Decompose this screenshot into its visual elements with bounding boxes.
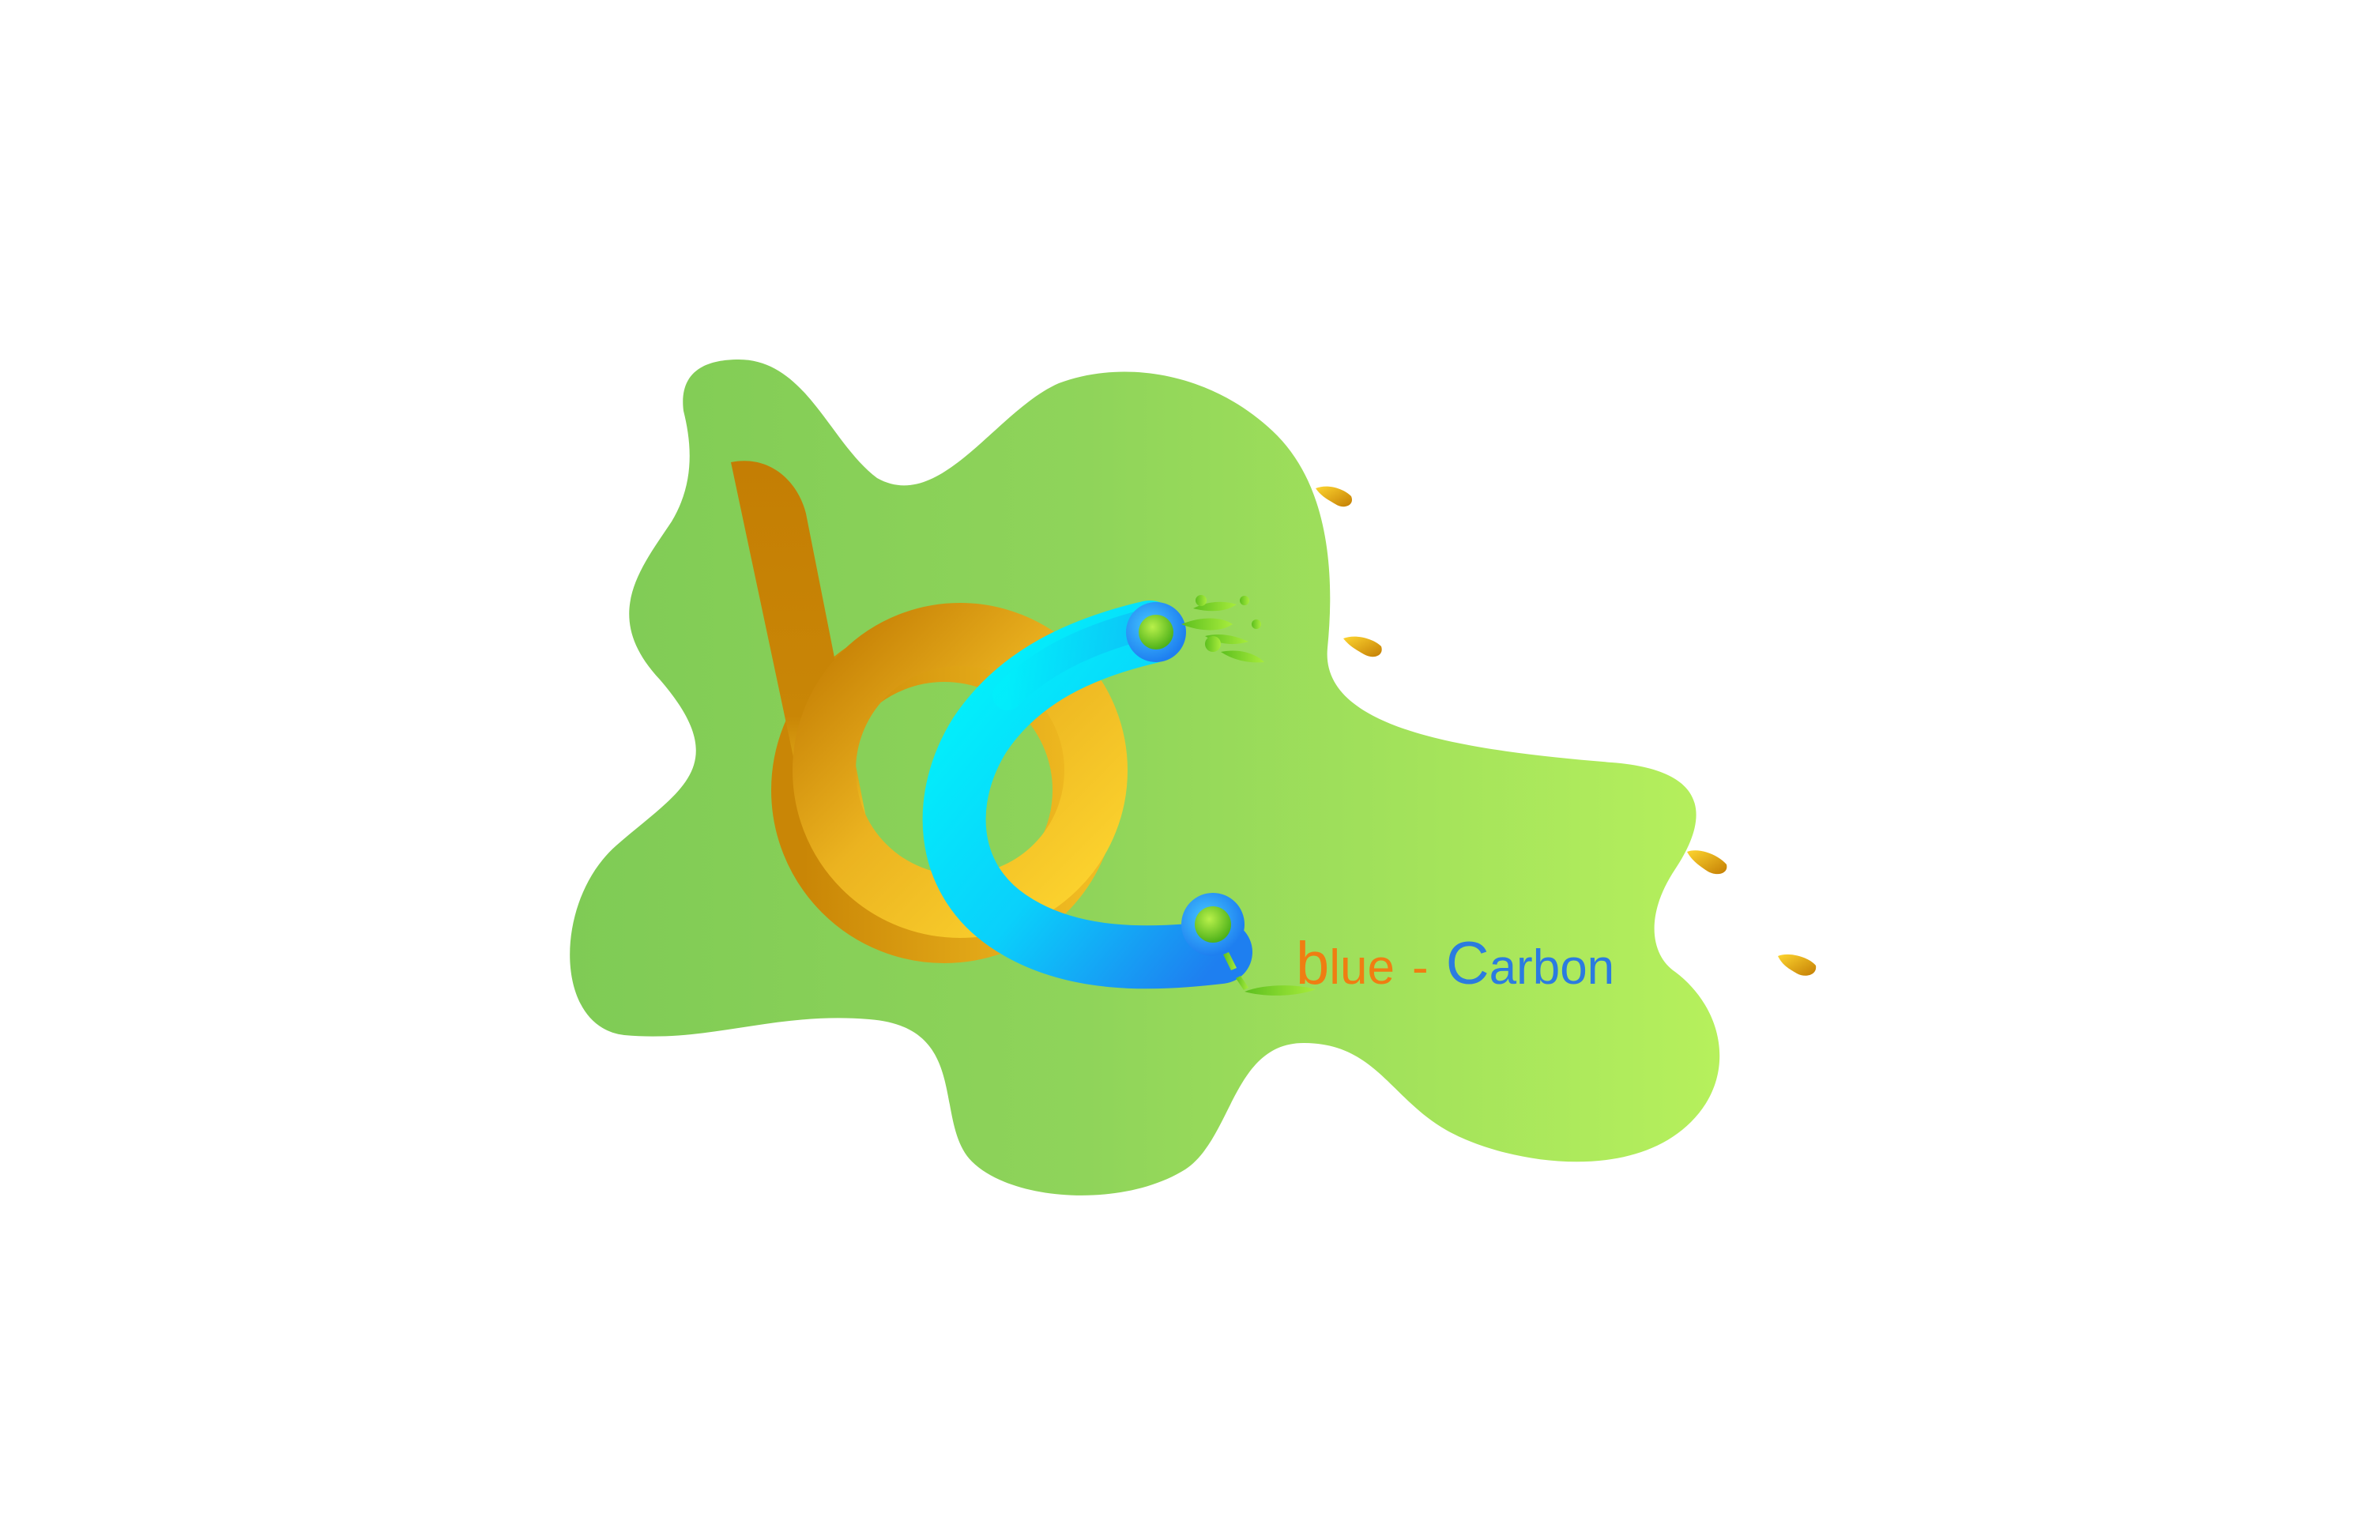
- droplet-1: [1316, 486, 1352, 507]
- c-bottom-node: [1195, 906, 1231, 943]
- wordmark-blue-rest: lue: [1329, 940, 1395, 995]
- paint-splash-icon: [1181, 595, 1264, 663]
- wordmark-c-letter: C: [1446, 930, 1489, 997]
- bc-monogram-icon: [731, 461, 1252, 989]
- c-top-node: [1139, 615, 1173, 650]
- green-blob-shape: [570, 360, 1720, 1195]
- c-tube-highlight: [992, 609, 1161, 710]
- wordmark-carbon-rest: arbon: [1489, 940, 1615, 995]
- droplet-icon: [1316, 486, 1817, 976]
- droplet-4: [1778, 954, 1817, 976]
- wordmark-b-letter: b: [1296, 930, 1329, 997]
- drip-trail-icon: [1223, 952, 1316, 996]
- droplet-2: [1343, 636, 1382, 657]
- droplet-3: [1687, 850, 1727, 875]
- wordmark-separator: -: [1412, 940, 1429, 995]
- wordmark: blue - Carbon: [1296, 930, 1614, 997]
